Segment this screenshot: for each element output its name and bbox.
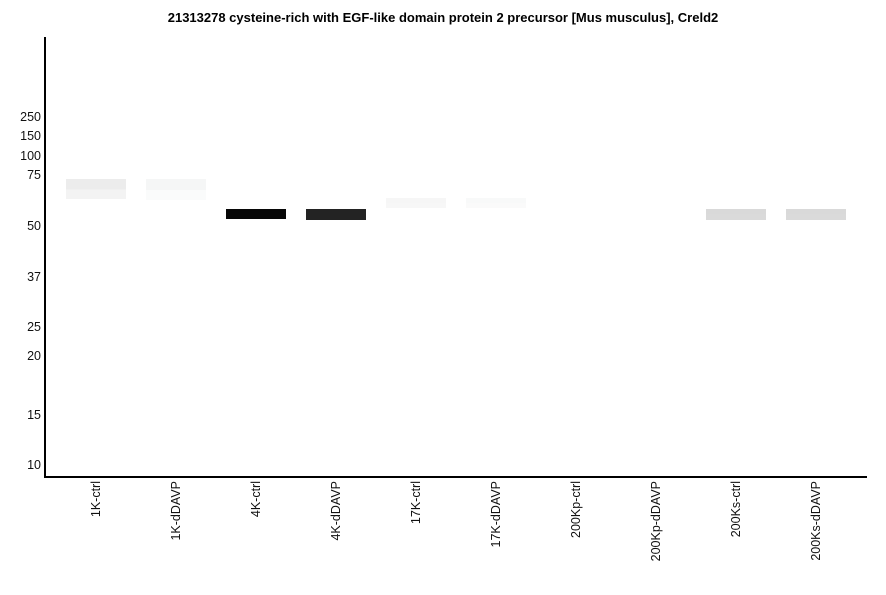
x-axis-lane-label: 4K-dDAVP [329,481,343,541]
x-axis-lane-label: 17K-ctrl [409,481,423,525]
lane-band [466,198,526,208]
y-axis-tick-label: 50 [27,219,41,233]
x-axis-lane-label: 200Kp-ctrl [569,481,583,538]
lane-band [146,179,206,200]
lane-band [786,209,846,220]
lane-band [386,198,446,208]
figure-title: 21313278 cysteine-rich with EGF-like dom… [167,10,719,25]
y-axis-tick-label: 150 [20,129,41,143]
plot-area [44,37,867,478]
y-axis-tick-label: 10 [27,458,41,472]
lane-band [226,209,286,219]
x-axis-lane-label: 200Ks-ctrl [729,481,743,538]
y-axis-tick-label: 20 [27,349,41,363]
lane-band [706,209,766,220]
y-axis-tick-label: 15 [27,408,41,422]
x-axis-lane-label: 1K-ctrl [89,481,103,518]
y-axis-tick-label: 37 [27,270,41,284]
lane-band [306,209,366,220]
x-axis-lane-label: 200Ks-dDAVP [809,481,823,561]
x-axis-lane-label: 1K-dDAVP [169,481,183,541]
y-axis-tick-label: 25 [27,320,41,334]
x-axis-lane-label: 17K-dDAVP [489,481,503,548]
x-axis-lane-label: 200Kp-dDAVP [649,481,663,562]
x-axis-lane-label: 4K-ctrl [249,481,263,518]
y-axis-tick-label: 75 [27,168,41,182]
y-axis-tick-label: 100 [20,149,41,163]
lane-band [66,179,126,199]
y-axis-tick-label: 250 [20,110,41,124]
